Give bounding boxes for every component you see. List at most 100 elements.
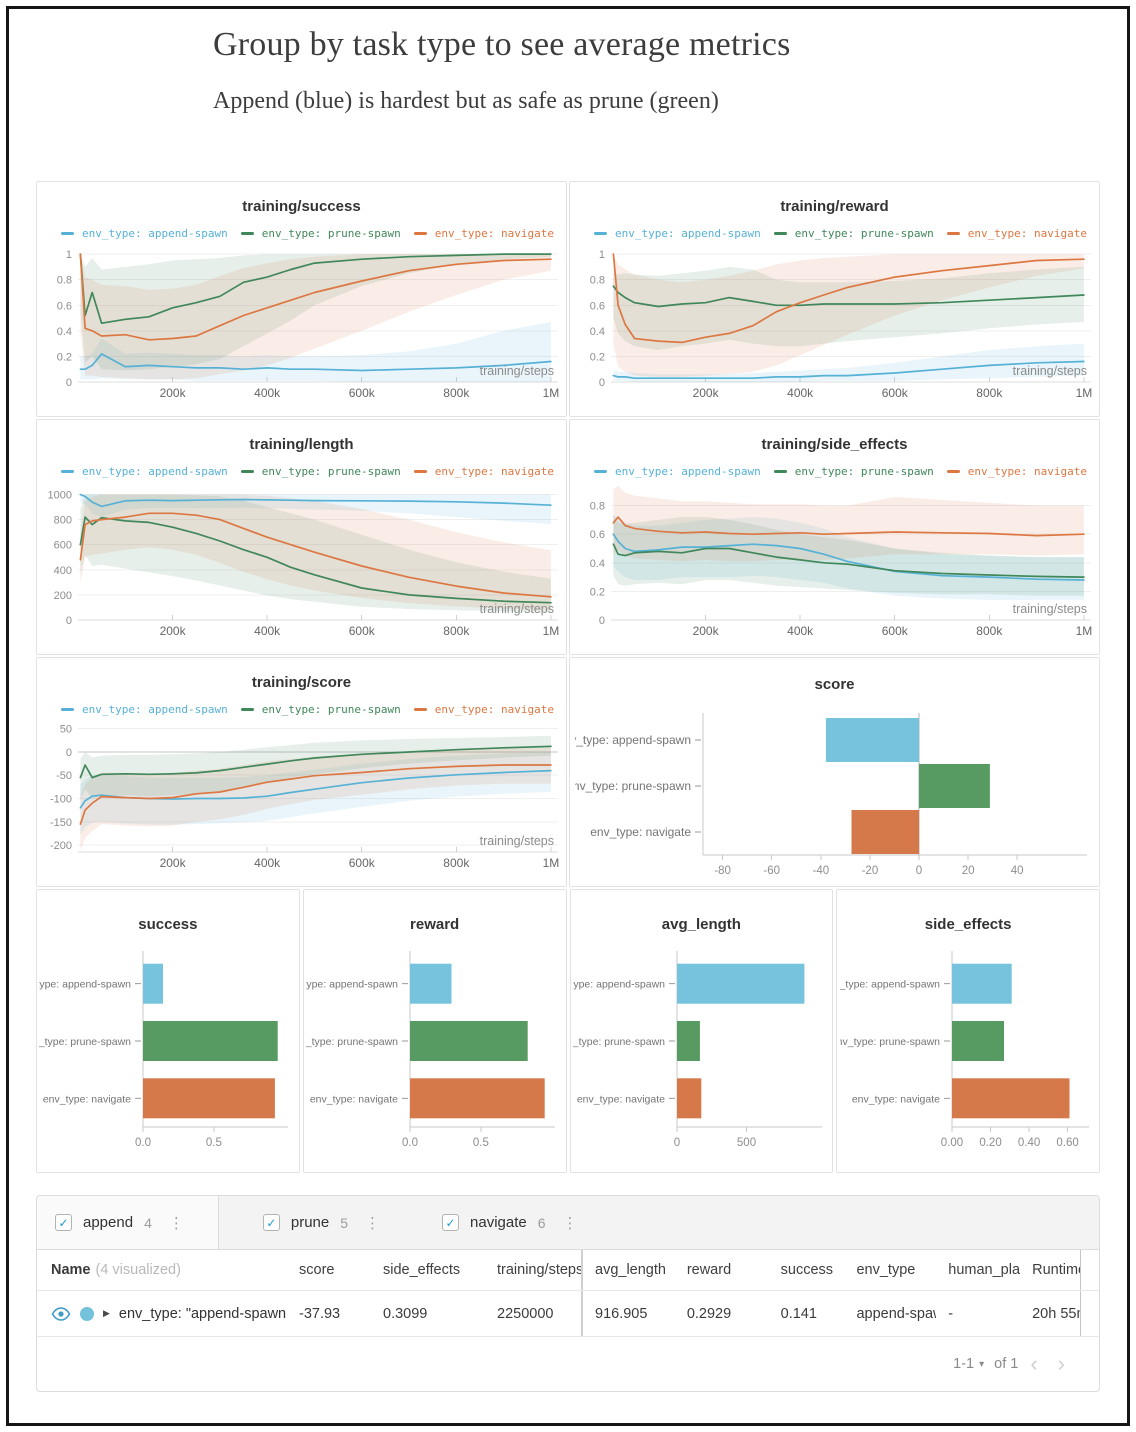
svg-text:1M: 1M	[542, 856, 559, 870]
svg-text:400k: 400k	[787, 624, 814, 638]
legend-item-navigate[interactable]: env_type: navigate	[413, 227, 554, 240]
legend-item-prune[interactable]: env_type: prune-spawn	[240, 702, 401, 716]
checkbox-navigate[interactable]: ✓	[442, 1214, 460, 1231]
column-header-side-effects[interactable]: side_effects	[383, 1262, 461, 1278]
checkbox-append[interactable]: ✓	[55, 1214, 72, 1231]
prev-page-chevron-icon[interactable]: ‹	[1030, 1351, 1038, 1376]
runs-table-panel: ✓ append 4 ⋮ ✓ prune 5 ⋮ ✓ navigate 6 ⋮ …	[36, 1195, 1100, 1392]
legend-item-prune[interactable]: env_type: prune-spawn	[773, 464, 934, 478]
legend-item-prune[interactable]: env_type: prune-spawn	[773, 227, 934, 240]
chart-title: training/length	[249, 436, 354, 453]
chart-title: training/side_effects	[761, 436, 908, 453]
legend-label: env_type: prune-spawn	[794, 464, 934, 478]
legend-swatch	[413, 707, 427, 711]
legend-swatch	[413, 231, 427, 235]
svg-text:0.20: 0.20	[979, 1137, 1001, 1149]
chart-legend: env_type: append-spawn env_type: prune-sp…	[570, 226, 1099, 240]
filter-tab-append[interactable]: ✓ append 4 ⋮	[37, 1196, 219, 1249]
column-header-human-play[interactable]: human_pla	[948, 1262, 1021, 1278]
legend-item-prune[interactable]: env_type: prune-spawn	[240, 226, 401, 240]
legend-item-append[interactable]: env_type: append-spawn	[61, 227, 228, 240]
svg-text:0.00: 0.00	[940, 1137, 962, 1149]
legend-item-append[interactable]: env_type: append-spawn	[61, 465, 228, 478]
svg-text:-100: -100	[49, 794, 71, 806]
chart-panel-reward-bars[interactable]: reward 0.0 0.5 env_type: append-spawn env_t…	[302, 889, 567, 1173]
svg-text:800k: 800k	[443, 624, 470, 638]
checkbox-prune[interactable]: ✓	[262, 1214, 280, 1231]
kebab-menu-icon[interactable]: ⋮	[365, 1214, 381, 1232]
legend-item-append[interactable]: env_type: append-spawn	[594, 465, 761, 478]
svg-text:400k: 400k	[254, 386, 281, 400]
chart-panel-avg-length-bars[interactable]: avg_length 0 500 env_type: append-spawn env…	[569, 889, 834, 1173]
filter-tab-prune[interactable]: ✓ prune 5 ⋮	[245, 1196, 398, 1249]
chart-panel-success-bars[interactable]: success 0.0 0.5 env_type: append-spawn env_…	[36, 889, 300, 1173]
kebab-menu-icon[interactable]: ⋮	[562, 1214, 578, 1232]
column-header-avg-length[interactable]: avg_length	[595, 1262, 666, 1278]
cell-success: 0.141	[780, 1305, 817, 1322]
kebab-menu-icon[interactable]: ⋮	[168, 1214, 184, 1232]
column-header-score[interactable]: score	[299, 1262, 335, 1278]
column-header-training-steps[interactable]: training/steps	[497, 1262, 581, 1278]
bar-chart-canvas: -80 -60 -40 -20 0 20 40 env_type: append-spawn e…	[575, 713, 1087, 877]
row-expander-icon[interactable]: ▶	[103, 1308, 110, 1318]
svg-text:env_type: navigate: env_type: navigate	[43, 1093, 131, 1105]
run-name[interactable]: env_type: "append-spawn	[118, 1305, 287, 1322]
chart-panel-side-effects-bars[interactable]: side_effects 0.00 0.20 0.40 0.60 env_type: a…	[836, 889, 1100, 1173]
column-header-runtime[interactable]: Runtime	[1032, 1262, 1080, 1278]
chart-title: training/reward	[780, 198, 889, 215]
cell-env-type: append-spawn	[856, 1305, 936, 1322]
svg-text:0.5: 0.5	[473, 1137, 489, 1149]
svg-text:0.6: 0.6	[589, 300, 604, 312]
svg-text:1: 1	[598, 249, 604, 261]
svg-text:-60: -60	[763, 865, 780, 877]
legend-label: env_type: navigate	[967, 226, 1087, 240]
column-header-env-type[interactable]: env_type	[856, 1262, 916, 1278]
pinned-column-divider[interactable]	[581, 1250, 583, 1290]
legend-label: env_type: navigate	[434, 464, 554, 478]
svg-text:env_type: prune-spawn: env_type: prune-spawn	[575, 779, 691, 793]
filter-tab-label: prune	[290, 1214, 330, 1231]
page-size-dropdown-icon[interactable]: ▾	[979, 1358, 985, 1370]
column-header-name[interactable]: Name (4 visualized)	[37, 1250, 287, 1290]
legend-item-navigate[interactable]: env_type: navigate	[946, 465, 1087, 478]
svg-text:1M: 1M	[542, 386, 559, 400]
chart-panel-training-side-effects[interactable]: training/side_effects env_type: append-s…	[569, 419, 1100, 655]
legend-label: env_type: prune-spawn	[261, 226, 401, 240]
next-page-chevron-icon[interactable]: ›	[1057, 1351, 1065, 1376]
svg-text:400k: 400k	[254, 624, 281, 638]
svg-text:0.5: 0.5	[206, 1137, 222, 1149]
legend-item-prune[interactable]: env_type: prune-spawn	[240, 465, 401, 478]
page-subtitle: Append (blue) is hardest but as safe as …	[213, 88, 719, 114]
chart-panel-training-length[interactable]: training/length env_type: append-spawn en…	[36, 419, 567, 655]
pinned-column-divider[interactable]	[581, 1291, 583, 1336]
svg-text:env_type: prune-spawn: env_type: prune-spawn	[39, 1036, 131, 1048]
svg-text:training/steps: training/steps	[479, 364, 553, 378]
chart-title: reward	[410, 916, 460, 933]
chart-panel-training-success[interactable]: training/success env_type: append-spawn e…	[36, 181, 567, 417]
legend-item-append[interactable]: env_type: append-spawn	[61, 703, 228, 716]
legend-label: env_type: prune-spawn	[261, 702, 401, 716]
column-header-success[interactable]: success	[780, 1262, 834, 1278]
filter-tab-count: 6	[537, 1214, 546, 1231]
column-header-reward[interactable]: reward	[686, 1262, 732, 1278]
legend-item-navigate[interactable]: env_type: navigate	[413, 464, 554, 478]
svg-text:200: 200	[53, 590, 71, 602]
legend-item-navigate[interactable]: env_type: navigate	[413, 703, 554, 716]
svg-text:0.8: 0.8	[56, 275, 71, 287]
chart-panel-training-reward[interactable]: training/reward env_type: append-spawn en…	[569, 181, 1100, 417]
legend-swatch	[61, 469, 74, 473]
legend-item-navigate[interactable]: env_type: navigate	[946, 226, 1087, 240]
svg-text:1: 1	[65, 249, 71, 261]
svg-text:0.60: 0.60	[1056, 1137, 1078, 1149]
svg-text:50: 50	[59, 724, 71, 736]
table-row[interactable]: ▶ env_type: "append-spawn -37.93 0.3099 …	[37, 1291, 1099, 1337]
chart-panel-training-score[interactable]: training/score env_type: append-spawn env…	[36, 657, 567, 887]
filter-tab-navigate[interactable]: ✓ navigate 6 ⋮	[424, 1196, 596, 1249]
svg-text:env_type: prune-spawn: env_type: prune-spawn	[306, 1036, 398, 1048]
legend-swatch	[773, 231, 787, 235]
visibility-eye-icon[interactable]	[51, 1306, 71, 1321]
svg-text:0: 0	[598, 615, 604, 627]
chart-panel-score-bars[interactable]: score -80 -60 -40 -20 0 20 40 env_type: append-…	[569, 657, 1100, 887]
legend-item-append[interactable]: env_type: append-spawn	[594, 227, 761, 240]
svg-text:800k: 800k	[976, 386, 1003, 400]
